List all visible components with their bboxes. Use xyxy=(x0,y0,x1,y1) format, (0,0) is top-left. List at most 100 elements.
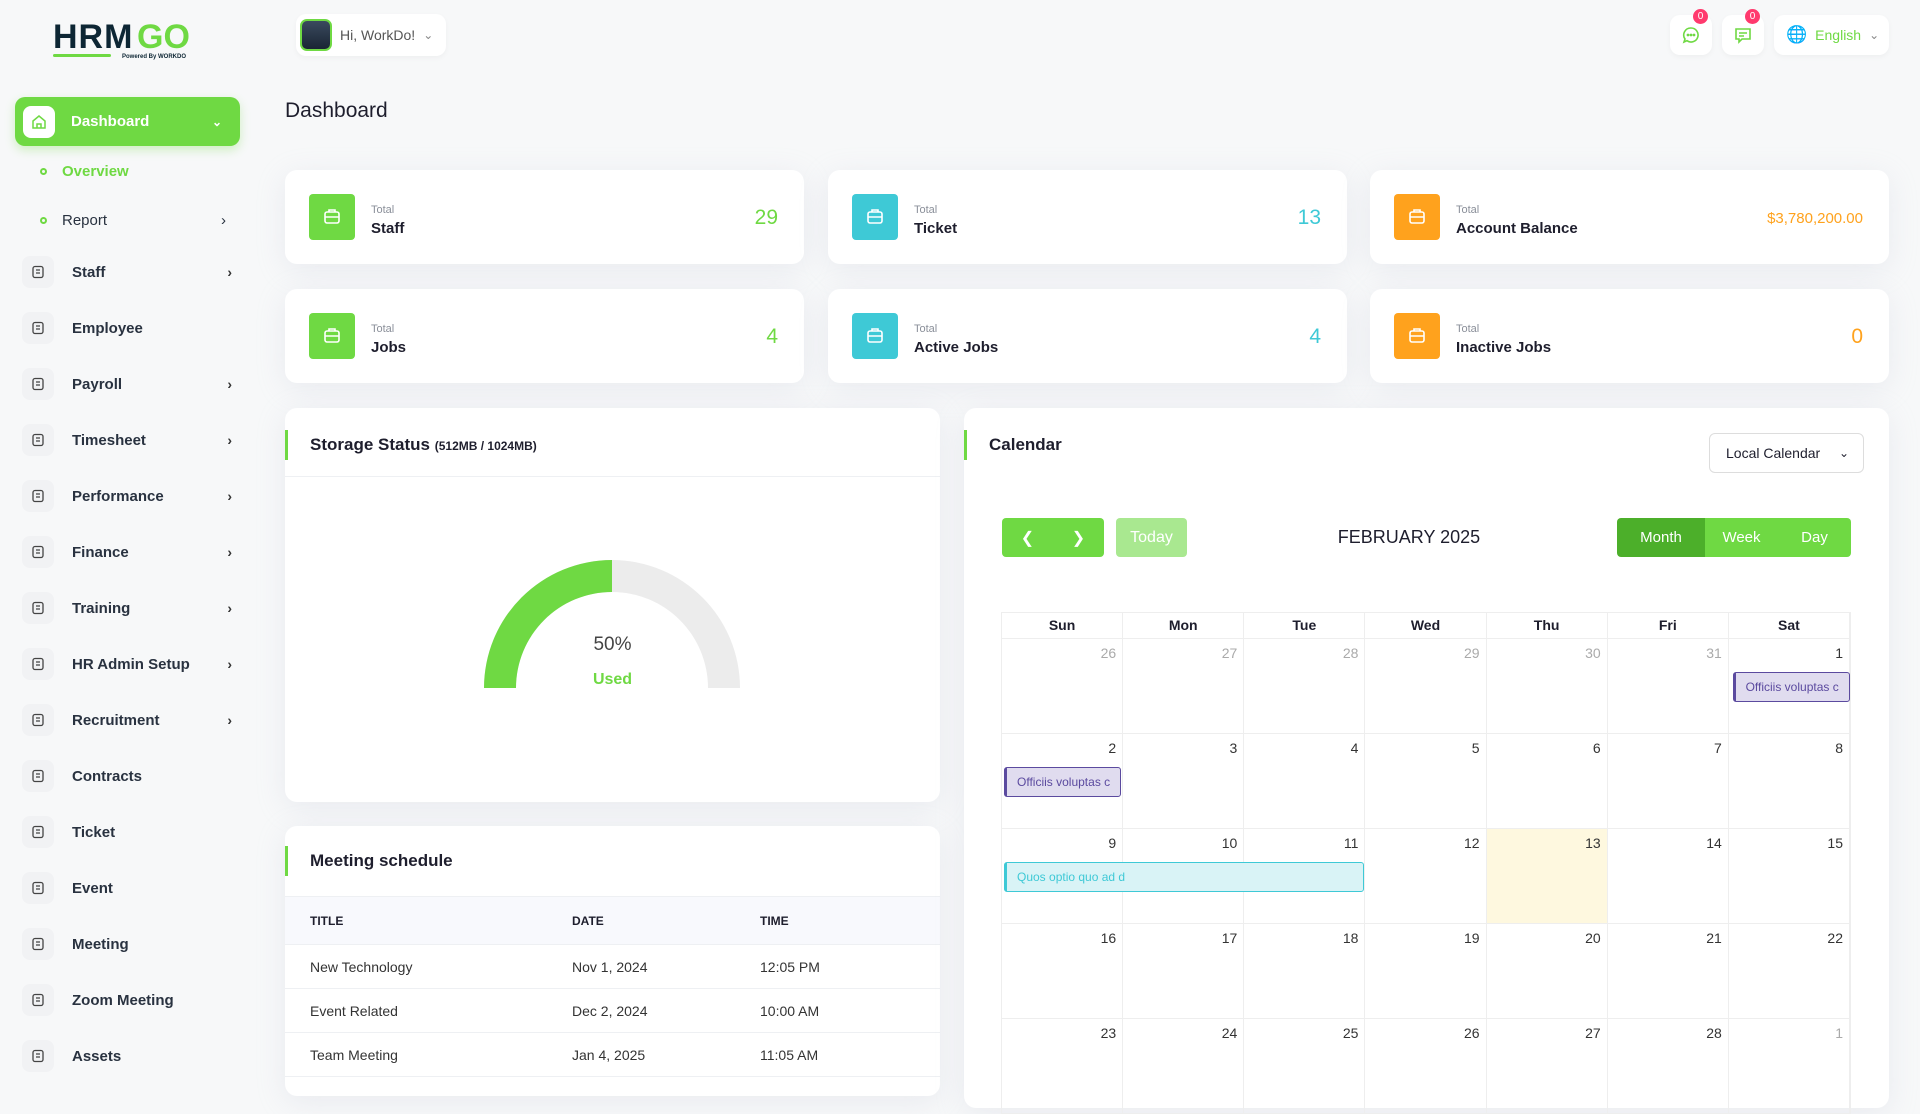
calendar-day[interactable]: 8 xyxy=(1729,734,1850,828)
users-icon xyxy=(309,194,355,240)
select-value: Local Calendar xyxy=(1726,445,1821,461)
calendar-day[interactable]: 17 xyxy=(1123,924,1245,1018)
sidebar-item-label: Dashboard xyxy=(71,113,150,130)
calendar-day[interactable]: 14 xyxy=(1608,829,1729,923)
meeting-title: New Technology xyxy=(285,944,572,989)
sidebar-item-label: Training xyxy=(72,599,131,617)
calendar-day[interactable]: 28 xyxy=(1608,1019,1729,1113)
sidebar-item-contracts[interactable]: Contracts xyxy=(22,756,232,796)
stat-card-jobs[interactable]: Total Jobs 4 xyxy=(285,289,804,383)
briefcase-icon xyxy=(309,313,355,359)
calendar-card: Calendar Local Calendar ⌄ ❮ ❯ Today FEBRU… xyxy=(964,408,1889,1114)
calendar-event[interactable]: Officiis voluptas c xyxy=(1732,672,1850,702)
chevron-right-icon: › xyxy=(221,212,226,229)
meeting-date: Jan 4, 2025 xyxy=(572,1032,760,1077)
sidebar-item-label: Staff xyxy=(72,263,106,281)
today-button[interactable]: Today xyxy=(1116,518,1187,557)
sidebar-item-staff[interactable]: Staff › xyxy=(22,252,232,292)
messages-button[interactable]: 0 xyxy=(1722,9,1764,55)
next-month-button[interactable]: ❯ xyxy=(1053,518,1104,557)
sidebar-item-recruitment[interactable]: Recruitment › xyxy=(22,700,232,740)
sidebar-item-ticket[interactable]: Ticket xyxy=(22,812,232,852)
calendar-source-select[interactable]: Local Calendar ⌄ xyxy=(1709,433,1864,473)
avatar xyxy=(300,19,332,51)
meeting-title: Team Meeting xyxy=(285,1032,572,1077)
sidebar-item-training[interactable]: Training › xyxy=(22,588,232,628)
calendar-day[interactable]: 24 xyxy=(1123,1019,1245,1113)
calendar-day[interactable]: 30 xyxy=(1487,639,1608,733)
calendar-day[interactable]: 20 xyxy=(1487,924,1608,1018)
logo[interactable]: HRM GO Powered By WORKDO xyxy=(53,18,203,67)
sidebar-item-label: Employee xyxy=(72,319,143,337)
sidebar-item-hr-admin-setup[interactable]: HR Admin Setup › xyxy=(22,644,232,684)
calendar-day[interactable]: 28 xyxy=(1244,639,1366,733)
calendar-day[interactable]: 23 xyxy=(1002,1019,1124,1113)
table-row[interactable]: Team Meeting Jan 4, 2025 11:05 AM xyxy=(285,1032,940,1077)
calendar-day[interactable]: 7 xyxy=(1608,734,1729,828)
chevron-down-icon: ⌄ xyxy=(1869,28,1880,42)
calendar-day[interactable]: 22 xyxy=(1729,924,1850,1018)
sidebar-item-performance[interactable]: Performance › xyxy=(22,476,232,516)
sidebar-item-finance[interactable]: Finance › xyxy=(22,532,232,572)
calendar-day[interactable]: 4 xyxy=(1244,734,1366,828)
calendar-day[interactable]: 16 xyxy=(1002,924,1124,1018)
sidebar-item-payroll[interactable]: Payroll › xyxy=(22,364,232,404)
chevron-right-icon: › xyxy=(227,488,232,504)
sidebar-item-event[interactable]: Event xyxy=(22,868,232,908)
sidebar-item-assets[interactable]: Assets xyxy=(22,1036,232,1076)
stat-label: Account Balance xyxy=(1456,220,1578,237)
calendar-day[interactable]: 27 xyxy=(1487,1019,1608,1113)
calendar-day[interactable]: 19 xyxy=(1365,924,1487,1018)
calendar-day[interactable]: 6 xyxy=(1487,734,1608,828)
calendar-day[interactable]: 13 xyxy=(1486,829,1608,923)
calendar-day[interactable]: 3 xyxy=(1123,734,1245,828)
calendar-day[interactable]: 26 xyxy=(1002,639,1124,733)
calendar-day[interactable]: 21 xyxy=(1608,924,1729,1018)
sidebar-item-employee[interactable]: Employee xyxy=(22,308,232,348)
table-row[interactable]: Event Related Dec 2, 2024 10:00 AM xyxy=(285,988,940,1033)
sidebar-item-meeting[interactable]: Meeting xyxy=(22,924,232,964)
calendar-day[interactable]: 29 xyxy=(1365,639,1487,733)
meeting-time: 10:00 AM xyxy=(760,988,940,1033)
language-selector[interactable]: 🌐 English ⌄ xyxy=(1774,15,1889,55)
stat-card-account-balance[interactable]: Total Account Balance $3,780,200.00 xyxy=(1370,170,1889,264)
sidebar-subitem-overview[interactable]: Overview xyxy=(40,163,230,180)
stat-card-inactive-jobs[interactable]: Total Inactive Jobs 0 xyxy=(1370,289,1889,383)
calendar-day[interactable]: 11 xyxy=(1244,829,1366,923)
table-row[interactable]: New Technology Nov 1, 2024 12:05 PM xyxy=(285,944,940,989)
stat-card-staff[interactable]: Total Staff 29 xyxy=(285,170,804,264)
calendar-day[interactable]: 5 xyxy=(1365,734,1487,828)
calendar-day[interactable]: 15 xyxy=(1729,829,1850,923)
calendar-day[interactable]: 2 xyxy=(1002,734,1124,828)
sidebar-item-dashboard[interactable]: Dashboard ⌄ xyxy=(15,97,240,146)
wallet-icon xyxy=(1394,194,1440,240)
view-day-button[interactable]: Day xyxy=(1778,518,1851,557)
calendar-day[interactable]: 27 xyxy=(1123,639,1245,733)
gauge-percent: 50% xyxy=(593,634,632,655)
prev-month-button[interactable]: ❮ xyxy=(1002,518,1053,557)
calendar-day[interactable]: 25 xyxy=(1244,1019,1366,1113)
column-header: TITLE xyxy=(285,896,572,945)
sidebar-subitem-report[interactable]: Report › xyxy=(40,212,230,229)
column-header: DATE xyxy=(572,896,760,945)
chevron-down-icon: ⌄ xyxy=(211,114,222,129)
sidebar-item-zoom-meeting[interactable]: Zoom Meeting xyxy=(22,980,232,1020)
stat-card-active-jobs[interactable]: Total Active Jobs 4 xyxy=(828,289,1347,383)
calendar-day[interactable]: 31 xyxy=(1608,639,1729,733)
view-month-button[interactable]: Month xyxy=(1617,518,1705,557)
calendar-event[interactable]: Quos optio quo ad d xyxy=(1004,862,1365,892)
calendar-week: 16 17 18 19 20 21 22 xyxy=(1002,923,1850,1018)
calendar-day[interactable]: 18 xyxy=(1244,924,1366,1018)
calendar-event[interactable]: Officiis voluptas c xyxy=(1004,767,1122,797)
sidebar-item-timesheet[interactable]: Timesheet › xyxy=(22,420,232,460)
view-week-button[interactable]: Week xyxy=(1705,518,1778,557)
user-menu[interactable]: Hi, WorkDo! ⌄ xyxy=(296,14,446,56)
stat-card-ticket[interactable]: Total Ticket 13 xyxy=(828,170,1347,264)
calendar-icon xyxy=(22,872,54,904)
calendar-day[interactable]: 12 xyxy=(1365,829,1487,923)
graduation-cap-icon xyxy=(22,592,54,624)
sidebar-item-label: Assets xyxy=(72,1047,122,1065)
calendar-day[interactable]: 1 xyxy=(1729,1019,1850,1113)
calendar-day[interactable]: 26 xyxy=(1365,1019,1487,1113)
chat-button[interactable]: 0 xyxy=(1670,9,1712,55)
